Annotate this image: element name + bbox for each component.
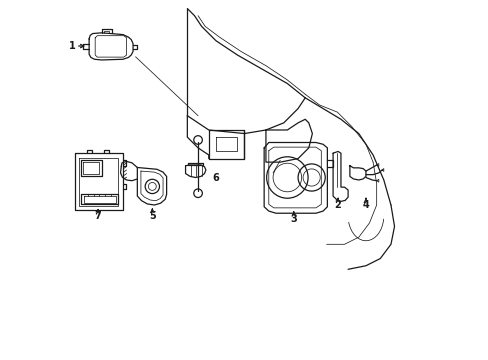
Text: 4: 4 [362, 200, 368, 210]
Text: 5: 5 [149, 211, 155, 221]
Text: 7: 7 [95, 211, 101, 221]
Text: 3: 3 [290, 213, 297, 224]
Text: 2: 2 [334, 200, 341, 210]
Text: 6: 6 [212, 173, 219, 183]
Text: 1: 1 [69, 41, 76, 51]
